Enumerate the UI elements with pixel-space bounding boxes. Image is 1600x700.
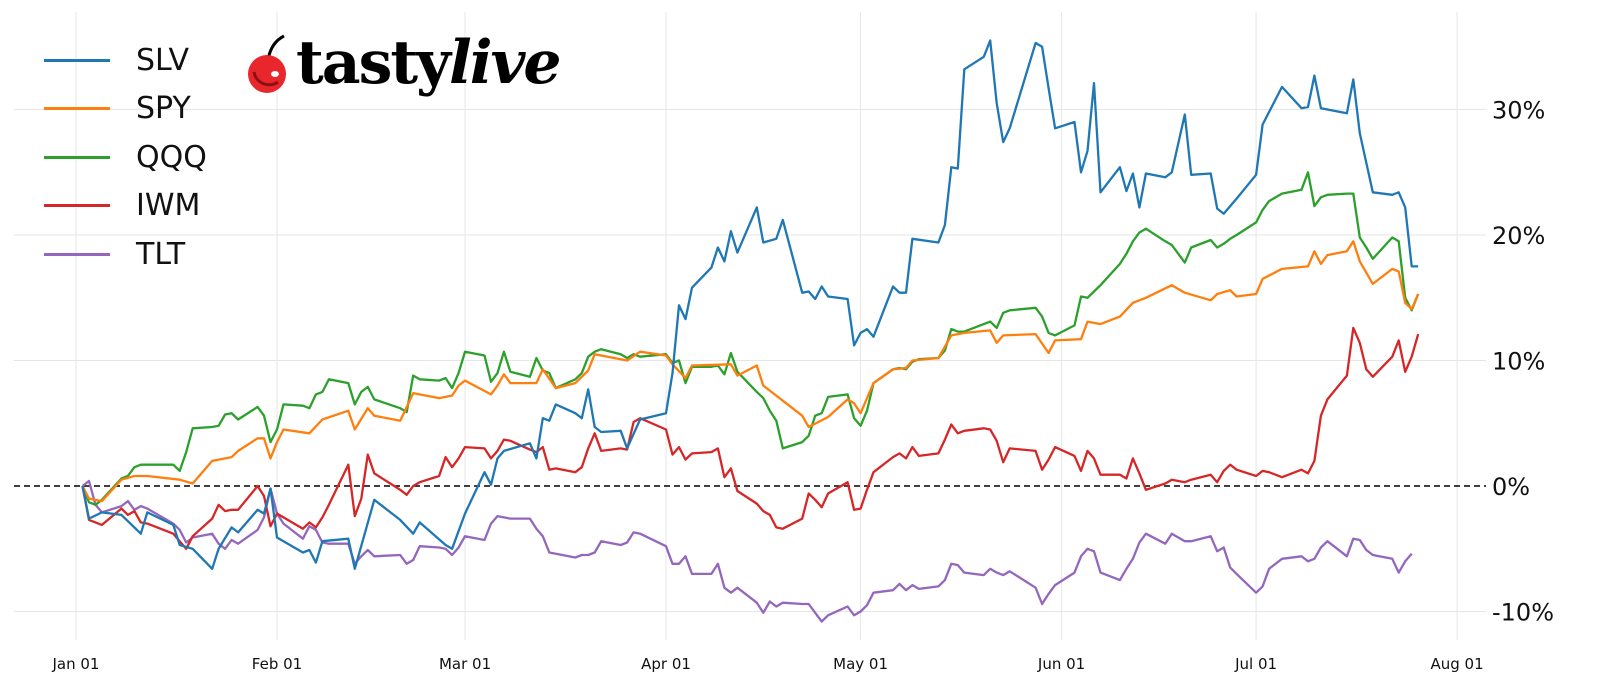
- x-tick-label: Jan 01: [52, 655, 100, 673]
- legend-swatch: [44, 204, 110, 208]
- x-tick-label: Apr 01: [641, 655, 691, 673]
- legend-swatch: [44, 252, 110, 256]
- legend: SLV SPY QQQ IWM TLT: [44, 36, 207, 279]
- y-tick-label: 10%: [1492, 348, 1545, 376]
- y-tick-label: 0%: [1492, 473, 1530, 501]
- legend-item-slv: SLV: [44, 36, 207, 85]
- legend-item-tlt: TLT: [44, 230, 207, 279]
- tastylive-logo: tastylive: [246, 28, 562, 98]
- series-line-spy: [81, 240, 1420, 503]
- x-axis: Jan 01 Feb 01 Mar 01 Apr 01 May 01 Jun 01 Jul …: [52, 655, 1484, 673]
- series-line-qqq: [81, 171, 1420, 506]
- x-tick-label: Jul 01: [1234, 655, 1277, 673]
- series-line-tlt: [81, 479, 1413, 623]
- legend-item-qqq: QQQ: [44, 133, 207, 182]
- x-tick-label: Jun 01: [1037, 655, 1085, 673]
- x-tick-label: Feb 01: [252, 655, 302, 673]
- cherry-icon: [248, 34, 286, 93]
- legend-item-iwm: IWM: [44, 182, 207, 231]
- x-tick-label: May 01: [833, 655, 888, 673]
- y-tick-label: 20%: [1492, 222, 1545, 250]
- x-tick-label: Mar 01: [439, 655, 491, 673]
- series-lines: [81, 39, 1420, 623]
- y-tick-label: 30%: [1492, 97, 1545, 125]
- legend-label: SLV: [136, 42, 189, 78]
- legend-label: QQQ: [136, 139, 207, 175]
- legend-swatch: [44, 155, 110, 159]
- legend-label: SPY: [136, 91, 191, 127]
- grid: [14, 12, 1486, 640]
- legend-swatch: [44, 107, 110, 111]
- legend-label: IWM: [136, 188, 201, 224]
- series-line-iwm: [81, 326, 1420, 550]
- series-line-slv: [81, 39, 1419, 570]
- logo-text: tastylive: [296, 28, 562, 98]
- legend-swatch: [44, 58, 110, 62]
- y-tick-label: -10%: [1492, 599, 1554, 627]
- legend-label: TLT: [136, 236, 186, 272]
- x-tick-label: Aug 01: [1431, 655, 1484, 673]
- y-axis: 30% 20% 10% 0% -10%: [1492, 97, 1554, 627]
- legend-item-spy: SPY: [44, 85, 207, 134]
